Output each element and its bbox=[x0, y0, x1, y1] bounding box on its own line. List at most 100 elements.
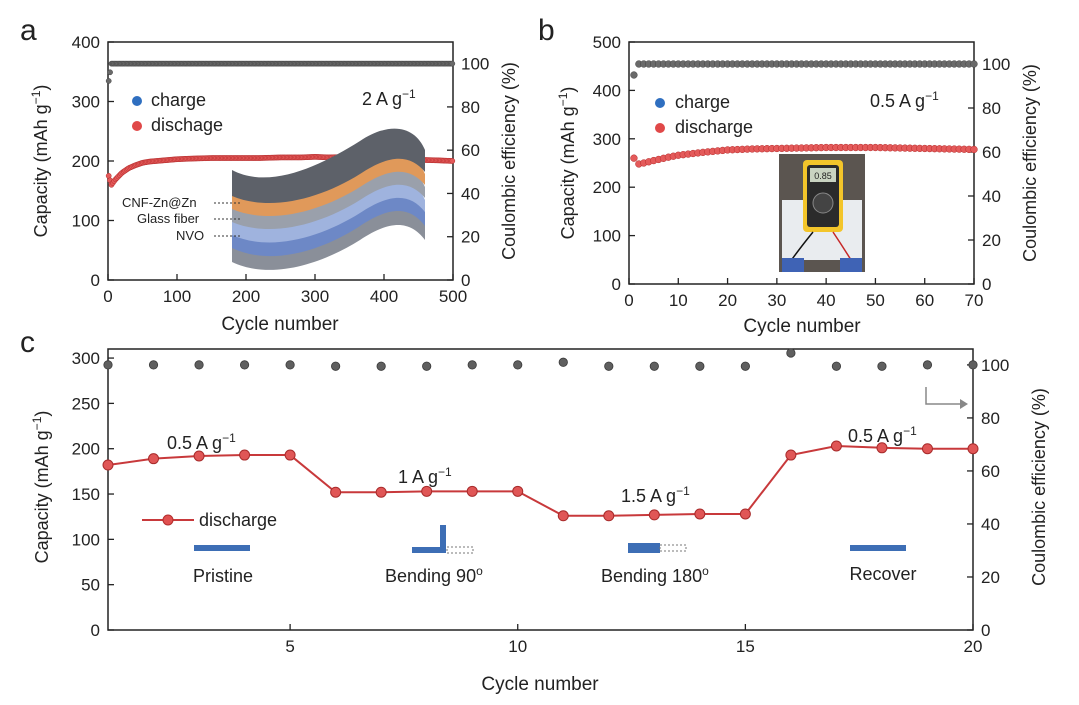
x-tick-label: 100 bbox=[163, 287, 191, 306]
discharge-point bbox=[876, 442, 888, 454]
discharge-point bbox=[512, 485, 524, 497]
y-tick-label: 100 bbox=[72, 530, 100, 549]
x-tick-label: 200 bbox=[232, 287, 260, 306]
y-tick-label: 300 bbox=[72, 349, 100, 368]
discharge-point bbox=[921, 443, 933, 455]
x-tick-label: 400 bbox=[370, 287, 398, 306]
discharge-point bbox=[970, 145, 978, 154]
panel-b-ylabel: Capacity (mAh g−1) bbox=[556, 87, 578, 240]
panel-a-legend-charge: charge bbox=[151, 90, 206, 110]
multimeter-photo: 0.85 bbox=[779, 154, 865, 272]
x-tick-label: 5 bbox=[285, 637, 294, 656]
x-tick-label: 50 bbox=[866, 291, 885, 310]
y2-tick-label: 60 bbox=[981, 462, 1000, 481]
ce-point bbox=[968, 360, 978, 370]
x-tick-label: 0 bbox=[624, 291, 633, 310]
y2-tick-label: 60 bbox=[461, 141, 480, 160]
recover-strip-icon bbox=[850, 545, 906, 551]
battery-layers-illustration bbox=[232, 128, 425, 270]
y2-tick-label: 100 bbox=[981, 356, 1009, 375]
panel-a-xlabel: Cycle number bbox=[221, 314, 339, 335]
ce-point bbox=[107, 69, 113, 76]
y-tick-label: 100 bbox=[72, 212, 100, 231]
ce-point bbox=[831, 361, 842, 371]
y2-tick-label: 80 bbox=[982, 99, 1001, 118]
ce-point bbox=[422, 361, 432, 371]
y2-tick-label: 20 bbox=[461, 228, 480, 247]
y-tick-label: 400 bbox=[72, 33, 100, 52]
y2-tick-label: 40 bbox=[981, 515, 1000, 534]
x-tick-label: 15 bbox=[736, 637, 755, 656]
x-tick-label: 20 bbox=[964, 637, 983, 656]
discharge-point bbox=[148, 453, 160, 465]
state-recover: Recover bbox=[849, 564, 916, 584]
x-tick-label: 500 bbox=[439, 287, 467, 306]
y-tick-label: 300 bbox=[72, 93, 100, 112]
panel-b-xlabel: Cycle number bbox=[743, 316, 861, 337]
panel-b-y2label: Coulombic efficiency (%) bbox=[1020, 64, 1040, 262]
ce-point bbox=[467, 360, 477, 370]
y2-tick-label: 40 bbox=[461, 184, 480, 203]
ce-point bbox=[630, 71, 638, 79]
panel-c-rate-2: 1 A g−1 bbox=[398, 465, 452, 487]
right-axis-arrowhead-icon bbox=[960, 399, 968, 409]
panel-c-legend-discharge: discharge bbox=[199, 510, 277, 530]
panel-a-ticks: 0 100 200 300 400 500010020030040002040608010… bbox=[72, 33, 490, 306]
discharge-point bbox=[785, 449, 797, 461]
discharge-point bbox=[630, 154, 638, 162]
discharge-point bbox=[739, 508, 751, 520]
ce-point bbox=[376, 361, 386, 371]
y2-tick-label: 60 bbox=[982, 143, 1001, 162]
discharge-point bbox=[284, 449, 296, 461]
multimeter-display bbox=[810, 168, 836, 182]
pristine-strip-icon bbox=[194, 545, 250, 551]
y-tick-label: 400 bbox=[593, 81, 621, 100]
discharge-line bbox=[107, 444, 973, 517]
ce-point bbox=[877, 361, 887, 371]
x-tick-label: 60 bbox=[915, 291, 934, 310]
panel-a-label: a bbox=[20, 14, 37, 47]
discharge-point bbox=[102, 459, 114, 471]
inset-label-glass-fiber: Glass fiber bbox=[137, 211, 200, 226]
y2-tick-label: 100 bbox=[461, 55, 489, 74]
state-bending-90: Bending 90o bbox=[385, 564, 483, 586]
ce-point bbox=[331, 361, 341, 371]
panel-c-marks bbox=[102, 348, 979, 522]
panel-a-legend-discharge-marker bbox=[132, 121, 142, 131]
discharge-point bbox=[375, 486, 387, 498]
panel-c-rate-4: 0.5 A g−1 bbox=[848, 424, 917, 446]
panel-b-frame bbox=[628, 41, 975, 285]
y-tick-label: 0 bbox=[612, 275, 621, 294]
x-tick-label: 20 bbox=[718, 291, 737, 310]
discharge-point bbox=[694, 508, 706, 520]
ce-point bbox=[604, 361, 614, 371]
panel-a-y2label: Coulombic efficiency (%) bbox=[499, 62, 519, 260]
panel-b-legend-charge: charge bbox=[675, 92, 730, 112]
panel-c-rate-1: 0.5 A g−1 bbox=[167, 431, 236, 453]
ce-point bbox=[239, 360, 250, 370]
discharge-point bbox=[449, 158, 456, 164]
ce-point bbox=[786, 348, 796, 358]
y-tick-label: 200 bbox=[72, 440, 100, 459]
y2-tick-label: 100 bbox=[982, 55, 1010, 74]
ce-point bbox=[558, 357, 568, 367]
panel-b-marks bbox=[630, 60, 978, 168]
y2-tick-label: 0 bbox=[461, 271, 470, 290]
ce-point bbox=[922, 360, 933, 370]
discharge-point bbox=[603, 510, 615, 522]
ce-point bbox=[148, 360, 159, 370]
inset-label-nvo: NVO bbox=[176, 228, 204, 243]
discharge-point bbox=[466, 485, 478, 497]
panel-b-chart: 0 10 20 30 40 50 60 700100200300400500020406080… bbox=[556, 33, 1040, 337]
panel-c-ylabel: Capacity (mAh g−1) bbox=[30, 411, 52, 564]
discharge-point bbox=[239, 449, 251, 461]
panel-a-rate-label: 2 A g−1 bbox=[362, 87, 416, 109]
discharge-point bbox=[193, 450, 205, 462]
y-tick-label: 0 bbox=[91, 621, 100, 640]
discharge-point bbox=[830, 440, 842, 452]
ce-point bbox=[970, 60, 978, 68]
panel-a-legend-discharge: dischage bbox=[151, 115, 223, 135]
x-tick-label: 300 bbox=[301, 287, 329, 306]
x-tick-label: 0 bbox=[103, 287, 112, 306]
